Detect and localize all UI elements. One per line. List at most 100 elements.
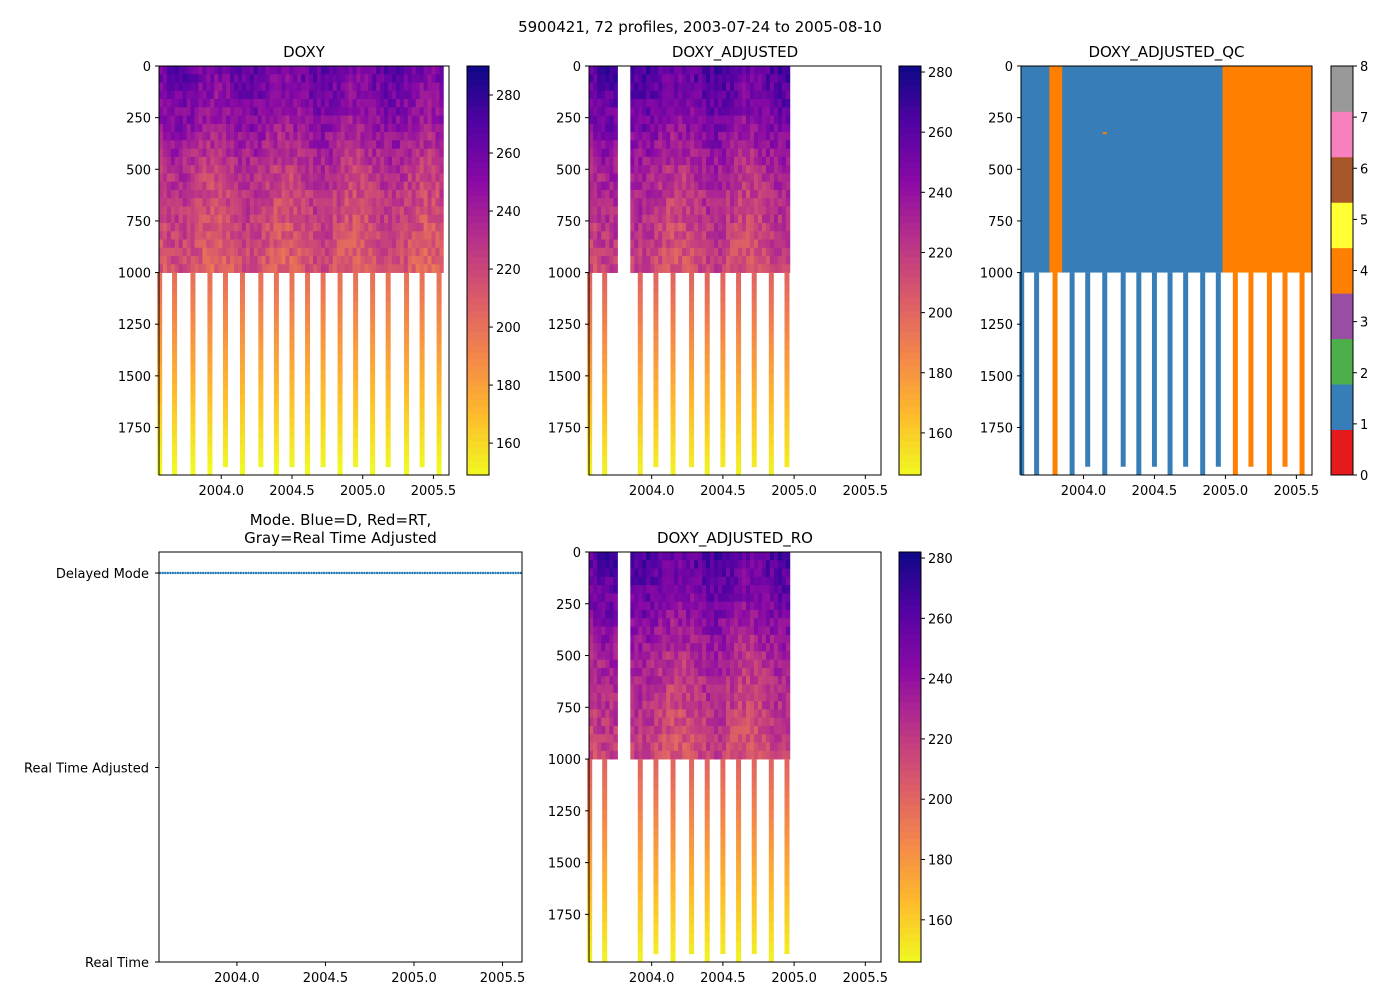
doxy_adjusted_ro-cell [726, 552, 731, 561]
doxy-cell [241, 132, 247, 141]
doxy_adjusted_ro-cell [674, 576, 679, 586]
doxy_adjusted-cell [781, 140, 787, 150]
doxy-cell [249, 165, 255, 174]
doxy_adjusted-cell [630, 189, 635, 199]
doxy_adjusted-cell [753, 123, 759, 133]
doxy_adjusted-cell [650, 222, 655, 232]
doxy-deep-profile [320, 369, 326, 380]
doxy_adjusted-cell [601, 148, 606, 158]
doxy_adjusted-cell [662, 264, 667, 273]
doxy_adjusted-cell [706, 132, 711, 141]
mode-point [249, 571, 253, 575]
doxy_adjusted-cell [682, 107, 687, 116]
doxy_adjusted-deep-profile [751, 291, 757, 303]
doxy_adjusted_ro-cell [722, 585, 727, 594]
doxy-cell [395, 82, 401, 92]
doxy_adjusted-cell [777, 156, 783, 166]
doxy_adjusted_ro-cell [749, 684, 755, 694]
doxy-cell [253, 181, 259, 191]
doxy_adjusted-cell [722, 74, 727, 83]
doxy_adjusted-cell [702, 82, 707, 92]
doxy_adjusted_ro-cell [714, 709, 719, 719]
doxy-deep-profile [320, 447, 326, 458]
doxy-cell [269, 214, 274, 224]
doxy-deep-profile [370, 323, 376, 334]
doxy-deep-profile [157, 363, 163, 375]
doxy_adjusted-cell [678, 90, 683, 100]
doxy_adjusted-cell [666, 156, 671, 166]
doxy-deep-profile [370, 363, 376, 375]
doxy-cell [320, 239, 326, 249]
doxy_adjusted_ro-cell [726, 676, 731, 685]
doxy-cell [427, 256, 432, 265]
doxy_adjusted-deep-profile [653, 350, 659, 361]
doxy_adjusted-cell [757, 115, 763, 125]
doxy_adjusted-cell [601, 256, 606, 265]
doxy_adjusted-cell [718, 99, 723, 108]
doxy-deep-profile [353, 272, 359, 283]
doxy_adjusted-colorbar-cell [899, 79, 921, 88]
doxy_adjusted_ro-cell [714, 634, 719, 644]
doxy_adjusted_ro-cell [630, 576, 635, 586]
doxy-cell [348, 66, 353, 75]
doxy-cell [226, 181, 231, 191]
doxy-cell [166, 148, 172, 158]
doxy_adjusted-cell [737, 107, 743, 116]
doxy_adjusted-cell [613, 156, 618, 166]
doxy-cell [364, 206, 369, 216]
mode-point [307, 571, 311, 575]
doxy_adjusted-cell [658, 189, 663, 199]
doxy-cell [186, 132, 191, 141]
doxy_adjusted-cell [589, 74, 594, 83]
doxy_adjusted-cell [726, 140, 731, 150]
doxy_adjusted-cell [686, 181, 691, 191]
doxy-cell [159, 115, 164, 125]
doxy-cell [198, 66, 203, 75]
doxy_adjusted-cell [638, 132, 643, 141]
doxy_adjusted-cell [674, 90, 679, 100]
mode-point [401, 571, 404, 575]
doxy_adjusted_ro-cell [646, 734, 651, 743]
doxy_adjusted-cell [597, 123, 602, 133]
doxy_adjusted-cell [650, 198, 655, 207]
doxy_adjusted_ro-cell [638, 618, 643, 627]
doxy-cell [384, 206, 389, 216]
doxy_adjusted-cell [646, 206, 651, 216]
doxy_adjusted_ro-cell [745, 692, 751, 702]
doxy-cell [285, 99, 290, 108]
doxy_adjusted-cell [734, 165, 739, 174]
doxy-cell [178, 115, 184, 125]
doxy_adjusted-cell [765, 90, 771, 100]
doxy-colorbar-cell [467, 393, 489, 401]
doxy_adjusted_ro-cell [666, 643, 671, 652]
doxy-cell [388, 74, 393, 83]
doxy_adjusted_ro-cell [749, 676, 755, 685]
doxy_adjusted-cell [769, 239, 775, 249]
doxy-colorbar-cell [467, 243, 489, 251]
doxy_adjusted-cell [714, 206, 719, 216]
doxy_adjusted_ro-cell [658, 701, 663, 710]
doxy_adjusted-cell [678, 74, 683, 83]
doxy-cell [320, 90, 326, 100]
doxy-cell [435, 198, 440, 207]
doxy_adjusted-cell [674, 264, 679, 273]
doxy_adjusted-cell [613, 264, 618, 273]
doxy_adjusted_ro-cell [726, 701, 731, 710]
doxy-cell [423, 264, 428, 273]
doxy-cell [380, 66, 385, 75]
doxy-cell [281, 264, 286, 273]
doxy_adjusted_ro-cell [682, 593, 687, 603]
doxy_adjusted-colorbar-cell [899, 345, 921, 353]
doxy-deep-profile [239, 302, 245, 314]
doxy_adjusted_qc-ytick-label: 1750 [980, 421, 1013, 436]
doxy-cell [340, 132, 346, 141]
doxy_adjusted_ro-cell [734, 585, 739, 594]
doxy-cell [261, 74, 267, 83]
doxy_adjusted_ro-cell [722, 692, 727, 702]
doxy_adjusted_ro-cell [630, 709, 635, 719]
doxy_adjusted-cell [785, 115, 791, 125]
doxy-cell [392, 165, 397, 174]
doxy_adjusted-cell [769, 140, 775, 150]
doxy_adjusted-deep-profile [784, 427, 790, 439]
doxy_adjusted_ro-cell [726, 734, 731, 743]
